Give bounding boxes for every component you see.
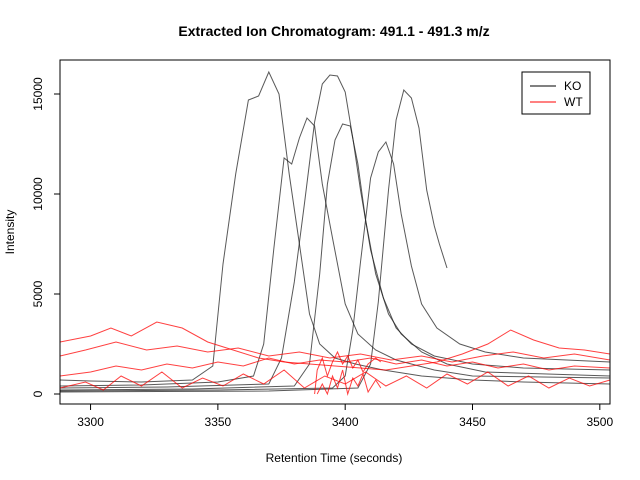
x-tick-label: 3500: [586, 415, 613, 429]
legend-box: [521, 71, 591, 115]
series-line-ko-4: [60, 140, 610, 392]
legend-label-ko: KO: [564, 79, 581, 93]
x-axis-label: Retention Time (seconds): [266, 451, 403, 465]
x-tick-label: 3450: [459, 415, 486, 429]
legend: KO WT: [521, 71, 591, 115]
y-axis-label: Intensity: [3, 210, 17, 255]
chart-title: Extracted Ion Chromatogram: 491.1 - 491.…: [178, 23, 489, 39]
y-tick-label: 5000: [31, 280, 45, 307]
series-line-ko-0: [60, 70, 610, 385]
y-tick-label: 15000: [31, 77, 45, 111]
x-tick-label: 3300: [77, 415, 104, 429]
series-line-ko-5: [60, 89, 448, 393]
legend-label-wt: WT: [564, 95, 583, 109]
x-tick-label: 3400: [332, 415, 359, 429]
y-tick-label: 10000: [31, 177, 45, 211]
series-line-wt-10: [316, 369, 382, 396]
series-line-ko-1: [60, 117, 610, 387]
series-line-ko-2: [60, 74, 610, 389]
series-line-ko-3: [60, 123, 610, 391]
series-layer: [60, 70, 610, 396]
series-line-wt-7: [60, 321, 610, 371]
series-line-wt-9: [314, 350, 382, 395]
series-line-wt-11: [60, 341, 610, 363]
y-axis: 0 5000 10000 15000: [31, 77, 60, 397]
plot-frame: [59, 59, 611, 405]
x-axis: 3300 3350 3400 3450 3500: [77, 404, 613, 429]
y-tick-label: 0: [31, 390, 45, 397]
x-tick-label: 3350: [205, 415, 232, 429]
series-line-wt-8: [60, 369, 610, 391]
